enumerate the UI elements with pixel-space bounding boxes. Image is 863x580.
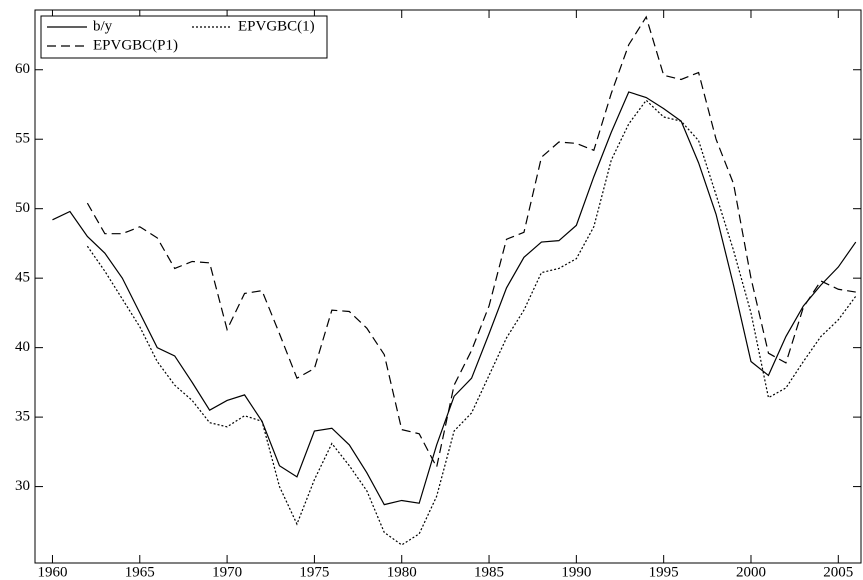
- series-line: [86, 15, 856, 469]
- y-tick-label: 40: [15, 339, 30, 355]
- y-tick-label: 45: [15, 270, 30, 286]
- x-tick-label: 1995: [649, 564, 679, 580]
- y-tick-label: 35: [15, 409, 30, 425]
- y-tick-label: 55: [15, 131, 30, 147]
- x-tick-label: 1980: [387, 564, 417, 580]
- legend-box: [40, 15, 328, 59]
- legend-label: EPVGBC(P1): [93, 37, 178, 53]
- x-tick-label: 1985: [474, 564, 504, 580]
- x-tick-label: 1970: [212, 564, 242, 580]
- legend-label: b/y: [93, 18, 113, 34]
- x-tick-label: 1960: [37, 564, 67, 580]
- legend-label: EPVGBC(1): [238, 18, 315, 34]
- series-line: [52, 91, 857, 506]
- y-tick-label: 30: [15, 478, 30, 494]
- series-line: [86, 99, 857, 546]
- x-tick-label: 1990: [561, 564, 591, 580]
- x-tick-label: 2000: [736, 564, 766, 580]
- x-tick-label: 1975: [299, 564, 329, 580]
- x-tick-label: 1965: [125, 564, 155, 580]
- x-tick-label: 2005: [823, 564, 853, 580]
- plot-frame: [34, 9, 862, 564]
- y-tick-label: 50: [15, 200, 30, 216]
- y-tick-label: 60: [15, 61, 30, 77]
